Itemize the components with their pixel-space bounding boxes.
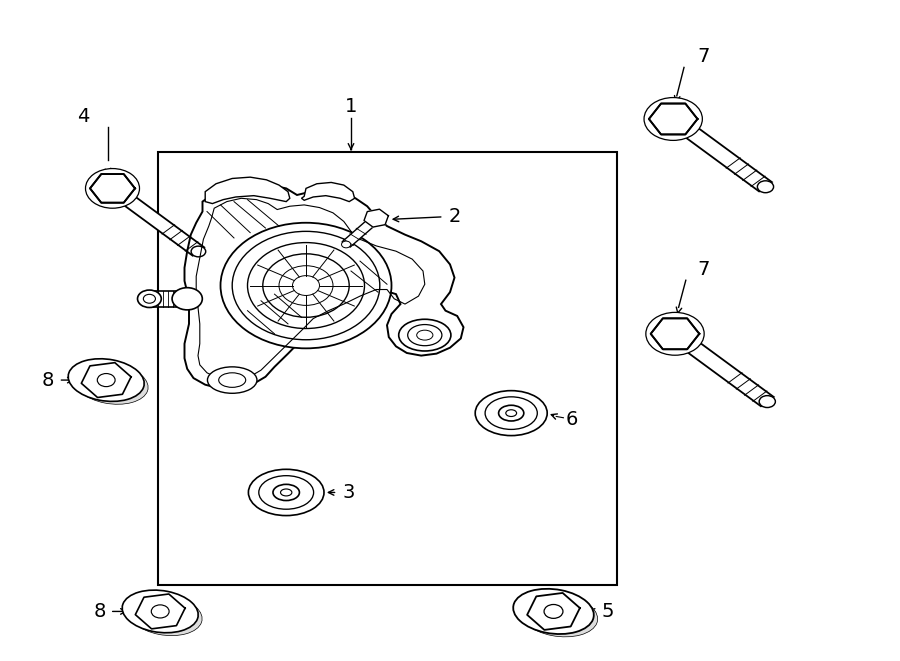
Polygon shape [527,593,580,630]
Polygon shape [135,594,185,629]
Polygon shape [90,174,135,203]
Bar [158,152,616,585]
Text: 7: 7 [698,47,710,66]
Ellipse shape [122,590,198,633]
Circle shape [97,373,115,387]
Circle shape [138,290,161,307]
Text: 7: 7 [698,260,710,279]
Ellipse shape [248,469,324,516]
Circle shape [341,241,351,248]
Circle shape [760,396,776,408]
Text: 5: 5 [601,602,614,621]
Ellipse shape [75,364,148,405]
Ellipse shape [513,589,594,634]
Ellipse shape [485,397,537,430]
Polygon shape [651,319,699,349]
Text: 2: 2 [448,208,461,226]
Ellipse shape [129,595,202,636]
Circle shape [644,98,702,140]
Circle shape [220,223,392,348]
Text: 8: 8 [94,602,106,621]
Text: 4: 4 [76,106,89,126]
Ellipse shape [219,373,246,387]
Polygon shape [302,182,355,202]
Polygon shape [667,114,772,192]
Ellipse shape [506,410,517,416]
Ellipse shape [207,367,257,393]
Polygon shape [364,209,389,227]
Polygon shape [669,329,774,407]
Text: 1: 1 [345,97,357,116]
Ellipse shape [273,485,300,500]
Polygon shape [342,215,381,247]
Circle shape [151,605,169,618]
Text: 6: 6 [565,410,578,429]
Circle shape [172,288,202,310]
Ellipse shape [499,405,524,421]
Circle shape [646,313,704,355]
Polygon shape [107,184,204,256]
Bar [149,291,187,307]
Ellipse shape [475,391,547,436]
Ellipse shape [281,489,292,496]
Ellipse shape [417,330,433,340]
Polygon shape [649,104,698,134]
Ellipse shape [520,594,598,637]
Polygon shape [184,184,464,389]
Ellipse shape [68,359,144,401]
Text: 8: 8 [41,371,54,389]
Polygon shape [649,104,698,134]
Text: 3: 3 [342,483,355,502]
Circle shape [86,169,140,208]
Circle shape [143,294,156,303]
Circle shape [544,604,563,619]
Circle shape [758,181,774,193]
Polygon shape [81,363,131,397]
Ellipse shape [399,319,451,351]
Polygon shape [205,177,290,204]
Ellipse shape [259,476,313,509]
Ellipse shape [408,325,442,346]
Polygon shape [651,319,699,349]
Circle shape [191,246,206,257]
Polygon shape [90,174,135,203]
